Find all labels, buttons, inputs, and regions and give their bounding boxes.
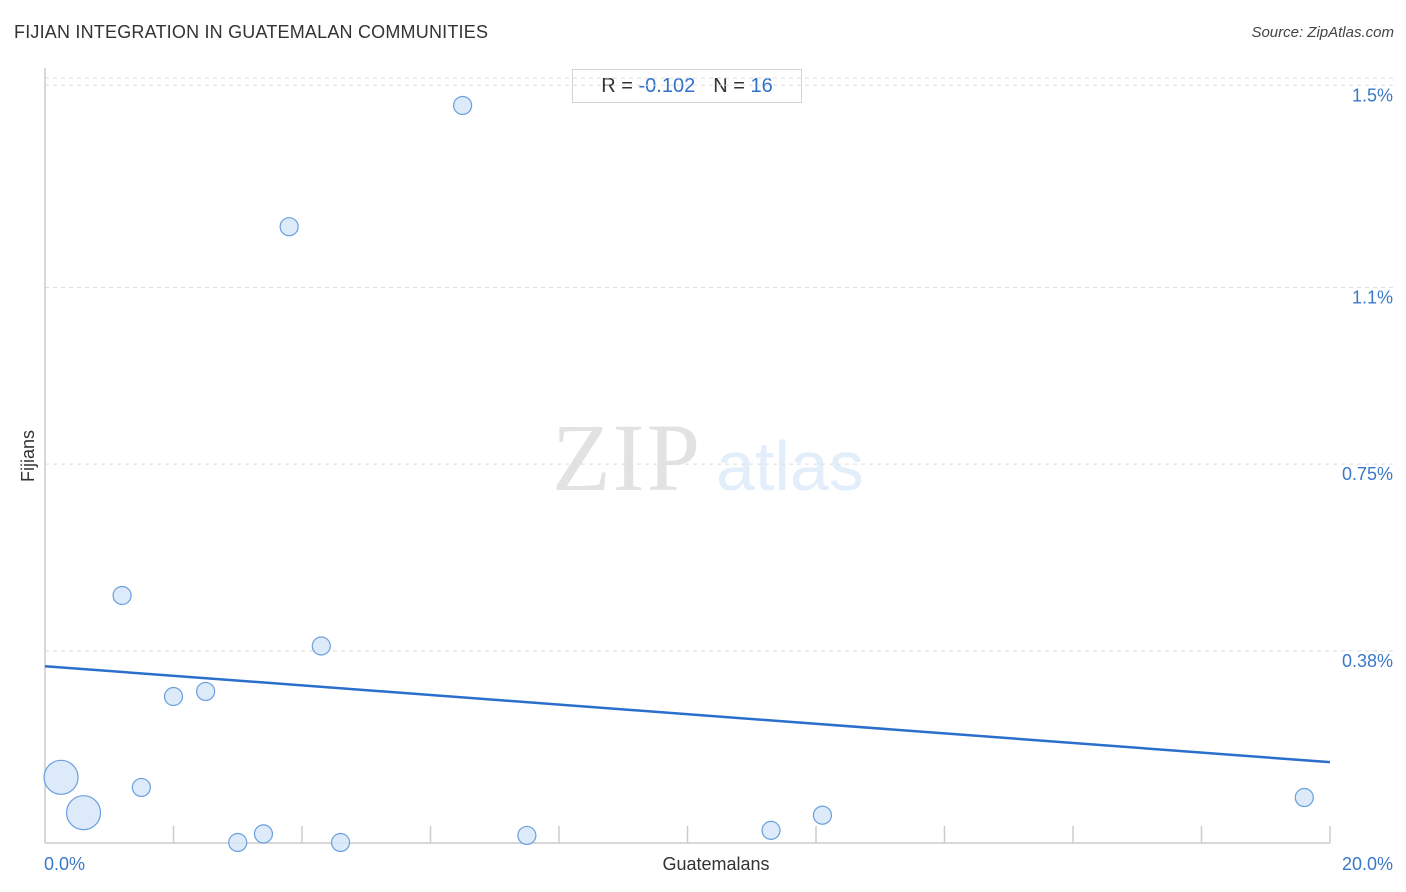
y-tick-label: 1.1%: [1352, 287, 1393, 307]
data-point: [453, 95, 473, 116]
data-point: [163, 686, 184, 707]
n-label: N =: [713, 74, 745, 97]
data-point: [228, 832, 248, 853]
data-point: [65, 795, 102, 831]
data-point: [330, 832, 351, 853]
axes: [44, 68, 1331, 844]
watermark: ZIP atlas: [552, 404, 864, 511]
x-tick-label: 0.0%: [44, 854, 85, 874]
trend-line: [44, 664, 1331, 764]
data-point: [43, 759, 79, 795]
x-tick-label: 20.0%: [1342, 854, 1393, 874]
data-point: [279, 217, 299, 237]
x-axis-label: Guatemalans: [662, 854, 769, 874]
r-value: -0.102: [638, 74, 696, 97]
points-layer: [43, 95, 1314, 853]
source-credit: Source: ZipAtlas.com: [1251, 24, 1394, 41]
data-point: [812, 805, 833, 825]
stats-box: R = -0.102 N = 16: [572, 69, 802, 103]
trend-layer: [44, 664, 1331, 764]
y-tick-label: 1.5%: [1352, 85, 1393, 105]
data-point: [112, 585, 132, 606]
chart-title: FIJIAN INTEGRATION IN GUATEMALAN COMMUNI…: [14, 22, 489, 42]
data-point: [131, 777, 151, 798]
watermark-zip: ZIP: [552, 404, 702, 511]
gridlines: [45, 77, 1395, 652]
data-point: [1294, 787, 1314, 808]
y-tick-label: 0.75%: [1342, 464, 1393, 484]
n-value: 16: [750, 74, 773, 97]
data-point: [196, 681, 216, 702]
data-point: [517, 825, 537, 846]
r-label: R =: [601, 74, 633, 97]
watermark-atlas: atlas: [716, 427, 864, 505]
data-point: [311, 636, 331, 656]
y-tick-label: 0.38%: [1342, 651, 1393, 671]
data-point: [761, 820, 781, 840]
y-axis-label: Fijians: [18, 430, 38, 482]
data-point: [253, 824, 274, 844]
tick-labels: 0.38% 0.75% 1.1% 1.5% 0.0% 20.0% Guatemalans Fi…: [18, 85, 1393, 874]
